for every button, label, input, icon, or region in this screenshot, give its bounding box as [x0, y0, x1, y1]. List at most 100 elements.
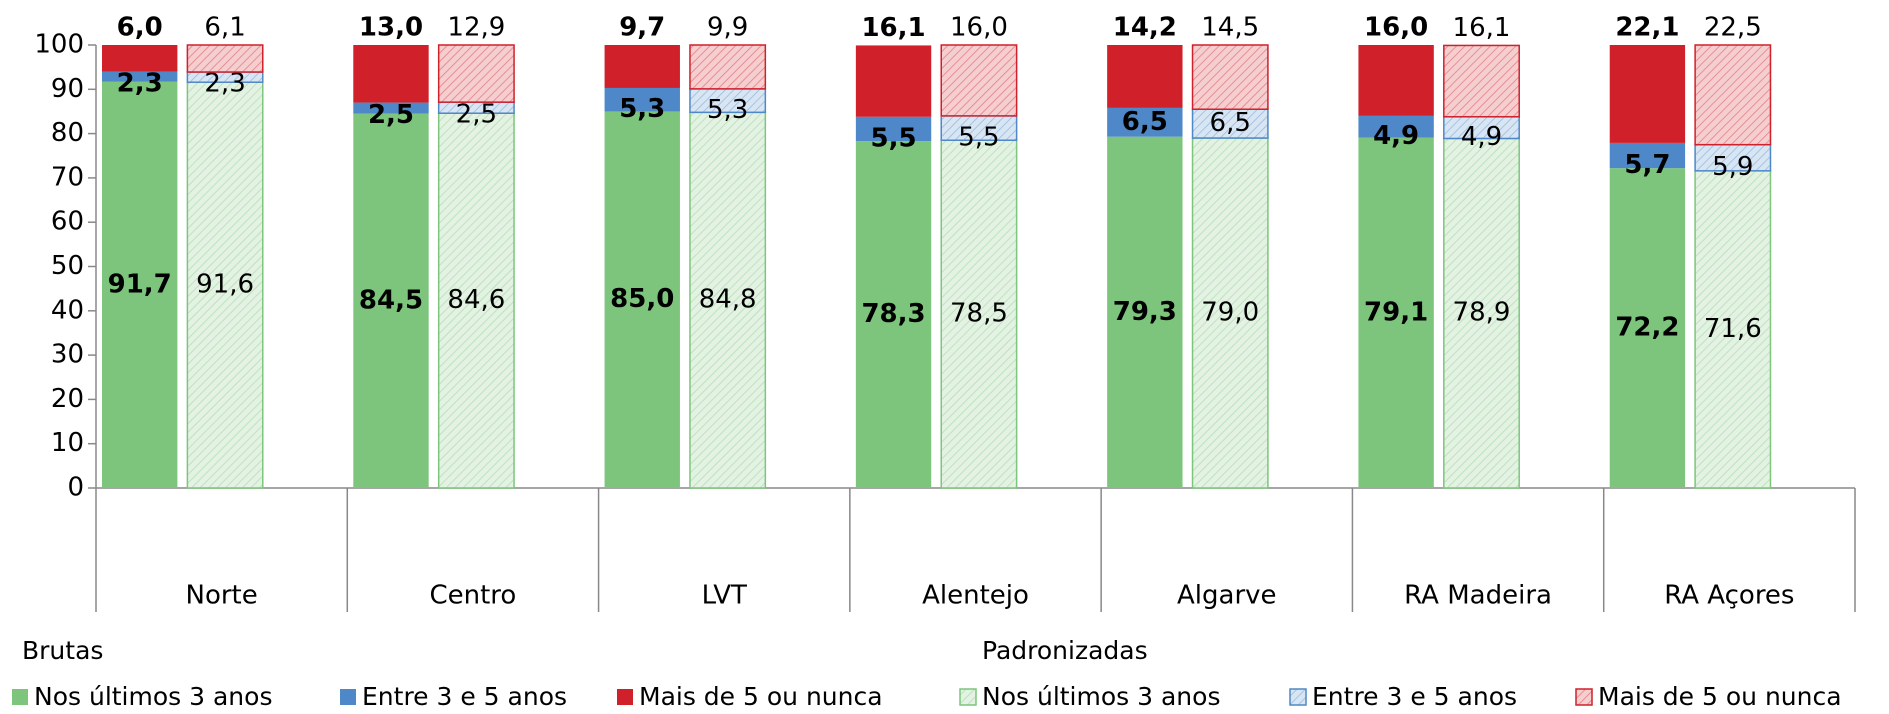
data-label: 22,5 — [1704, 13, 1762, 43]
bar-segment — [855, 45, 932, 117]
legend-label: Nos últimos 3 anos — [34, 682, 272, 711]
bar-segment — [186, 81, 264, 489]
y-tick-label: 80 — [51, 118, 84, 148]
data-label: 72,2 — [1615, 313, 1679, 343]
legend-label: Entre 3 e 5 anos — [362, 682, 567, 711]
data-label: 78,9 — [1453, 298, 1511, 328]
bar-segment — [186, 44, 264, 73]
bar-segment — [1443, 44, 1520, 118]
bar-segment — [604, 87, 680, 112]
data-label: 4,9 — [1373, 121, 1419, 151]
bar-segment — [1609, 142, 1686, 169]
bar-segment — [1358, 45, 1434, 116]
x-tick-label: Centro — [429, 581, 516, 611]
legend-swatch — [1289, 688, 1307, 706]
bar-segment — [1107, 45, 1183, 108]
y-tick-label: 90 — [51, 74, 84, 104]
data-label: 79,0 — [1201, 298, 1259, 328]
data-label: 85,0 — [610, 284, 674, 314]
legend-label: Nos últimos 3 anos — [982, 682, 1220, 711]
bar-segment — [689, 44, 767, 90]
data-label: 91,6 — [196, 270, 254, 300]
y-tick-label: 60 — [51, 207, 84, 237]
x-tick-label: RA Madeira — [1404, 581, 1552, 611]
data-label: 84,6 — [447, 285, 505, 315]
y-tick-label: 30 — [51, 340, 84, 370]
bar-segment — [1694, 44, 1772, 146]
bar-segment — [1191, 137, 1269, 489]
data-label: 2,3 — [117, 68, 163, 98]
legend-group-title: Brutas — [22, 636, 103, 665]
y-tick-label: 50 — [51, 251, 84, 281]
data-label: 2,5 — [368, 100, 414, 130]
data-label: 79,3 — [1113, 297, 1177, 327]
bar-segment — [102, 71, 178, 82]
data-label: 9,7 — [619, 13, 665, 43]
bar-segment — [353, 102, 429, 114]
data-label: 5,3 — [707, 95, 748, 125]
data-label: 14,2 — [1113, 13, 1177, 43]
bar-segment — [940, 44, 1018, 117]
legend-label: Mais de 5 ou nunca — [1598, 682, 1842, 711]
data-label: 5,9 — [1712, 152, 1753, 182]
data-label: 78,3 — [861, 299, 925, 329]
bar-segment — [689, 111, 767, 489]
x-tick-label: LVT — [702, 581, 747, 611]
y-tick-label: 10 — [51, 428, 84, 458]
data-label: 16,0 — [950, 13, 1008, 43]
bar-segment — [102, 81, 178, 489]
data-label: 6,0 — [117, 13, 163, 43]
x-tick-label: RA Açores — [1664, 581, 1794, 611]
legend-group-title: Padronizadas — [982, 636, 1148, 665]
bar-segment — [1191, 108, 1269, 139]
bar-segment — [1358, 115, 1434, 138]
bar-segment — [1443, 137, 1520, 489]
y-tick-label: 0 — [67, 473, 84, 503]
data-label: 2,5 — [456, 100, 497, 130]
data-label: 78,5 — [950, 299, 1008, 329]
bar-segment — [1107, 136, 1183, 489]
y-tick-label: 100 — [34, 30, 84, 60]
data-label: 5,7 — [1624, 150, 1670, 180]
bar-segment — [437, 44, 515, 103]
bar-segment — [940, 115, 1018, 141]
data-label: 2,3 — [204, 69, 245, 99]
y-tick-label: 70 — [51, 162, 84, 192]
data-label: 9,9 — [707, 13, 748, 43]
bar-segment — [855, 116, 932, 142]
data-label: 84,8 — [699, 285, 757, 315]
bar-segment — [353, 45, 429, 103]
data-label: 84,5 — [359, 285, 423, 315]
bar-segment — [437, 112, 515, 489]
bar-segment — [604, 45, 680, 88]
data-label: 16,0 — [1364, 13, 1428, 43]
data-label: 22,1 — [1615, 13, 1679, 43]
bar-segment — [102, 45, 178, 72]
data-label: 14,5 — [1201, 13, 1259, 43]
bar-segment — [1694, 170, 1772, 489]
y-tick-label: 20 — [51, 384, 84, 414]
x-tick-label: Alentejo — [922, 581, 1029, 611]
bar-segment — [353, 113, 429, 488]
bar-segment — [1694, 143, 1772, 172]
legend-swatch — [12, 689, 28, 705]
data-label: 6,1 — [204, 13, 245, 43]
bar-segment — [1191, 44, 1269, 110]
legend-swatch — [959, 688, 977, 706]
data-label: 16,1 — [861, 13, 925, 43]
data-label: 12,9 — [447, 13, 505, 43]
data-label: 5,3 — [619, 94, 665, 124]
data-label: 91,7 — [108, 269, 172, 299]
legend-swatch — [617, 689, 633, 705]
data-label: 79,1 — [1364, 297, 1428, 327]
bar-segment — [1107, 107, 1183, 137]
y-tick-label: 40 — [51, 295, 84, 325]
x-tick-label: Norte — [186, 581, 258, 611]
data-label: 16,1 — [1453, 13, 1511, 43]
bar-segment — [1609, 45, 1686, 143]
bar-segment — [604, 111, 680, 488]
data-label: 5,5 — [871, 123, 917, 153]
legend-label: Mais de 5 ou nunca — [639, 682, 883, 711]
data-label: 6,5 — [1122, 107, 1168, 137]
